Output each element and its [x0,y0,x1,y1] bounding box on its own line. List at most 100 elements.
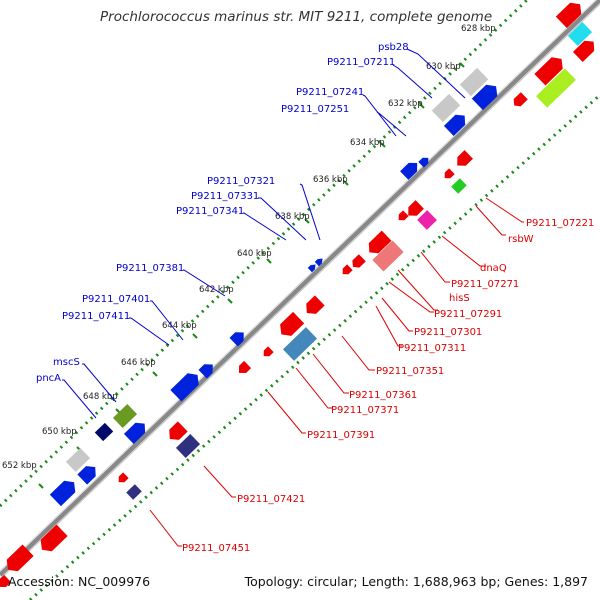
gene-arrow[interactable] [400,159,421,180]
gene-label-P9211_07301: P9211_07301 [414,327,482,338]
tick-label: 646 kbp [121,358,156,368]
gene-label-psb28: psb28 [378,42,409,53]
gene-arrow[interactable] [235,360,252,377]
gene-box[interactable] [94,422,114,442]
gene-label-P9211_07271: P9211_07271 [451,279,519,290]
gene-box[interactable] [451,178,467,194]
tick-label: 630 kbp [426,62,461,72]
gene-label-P9211_07361: P9211_07361 [349,390,417,401]
gene-arrow[interactable] [276,311,305,340]
gene-label-P9211_07381: P9211_07381 [116,263,184,274]
forward-leader-lines [62,48,466,419]
gene-box[interactable] [112,404,138,428]
gene-label-P9211_07311: P9211_07311 [398,343,466,354]
gene-label-P9211_07451: P9211_07451 [182,543,250,554]
gene-arrow[interactable] [471,81,502,111]
gene-arrow[interactable] [307,262,318,273]
genome-backbone-highlight [0,0,597,572]
gene-label-pncA: pncA [36,373,61,384]
gene-arrow[interactable] [453,150,473,170]
tick-label: 636 kbp [313,175,348,185]
tick-label: 640 kbp [237,249,272,259]
gene-arrow[interactable] [302,295,325,318]
reverse-gene-labels: P9211_07221 rsbW dnaQ P9211_07271 hisS P… [182,218,594,554]
gene-arrow[interactable] [555,0,586,29]
gene-arrow[interactable] [77,462,100,485]
gene-label-dnaQ: dnaQ [480,263,507,274]
gene-box[interactable] [282,327,318,361]
gene-label-P9211_07291: P9211_07291 [434,309,502,320]
tick-labels: 628 kbp 630 kbp 632 kbp 634 kbp 636 kbp … [2,24,496,471]
gene-label-P9211_07241: P9211_07241 [296,87,364,98]
gene-label-P9211_07251: P9211_07251 [281,104,349,115]
gene-box[interactable] [567,22,593,46]
outer-dotted-track [0,0,529,508]
tick-label: 632 kbp [388,99,423,109]
tick-label: 638 kbp [275,212,310,222]
gene-arrow[interactable] [261,346,274,359]
tick-label: 650 kbp [42,427,77,437]
gene-arrow[interactable] [116,472,129,485]
gene-arrow[interactable] [443,111,470,136]
gene-label-hisS: hisS [449,293,470,304]
gene-box[interactable] [431,93,461,123]
gene-arrow[interactable] [49,477,80,507]
gene-arrow[interactable] [511,92,528,109]
gene-arrow[interactable] [418,155,431,168]
gene-arrow[interactable] [442,168,455,181]
gene-arrow[interactable] [396,210,409,223]
gene-arrow[interactable] [349,254,366,270]
tick-label: 634 kbp [350,138,385,148]
gene-label-P9211_07331: P9211_07331 [191,191,259,202]
reverse-leader-lines [149,197,524,547]
gene-arrow[interactable] [365,230,392,258]
tick-label: 628 kbp [461,24,496,34]
forward-gene-labels: psb28 P9211_07211 P9211_07241 P9211_0725… [36,42,409,384]
gene-label-P9211_07391: P9211_07391 [307,430,375,441]
gene-arrow[interactable] [123,419,150,444]
gene-arrow[interactable] [340,264,353,277]
gene-label-P9211_07411: P9211_07411 [62,311,130,322]
gene-arrow[interactable] [314,256,325,267]
gene-arrow[interactable] [170,369,203,402]
gene-label-P9211_07221: P9211_07221 [526,218,594,229]
gene-arrow[interactable] [198,360,217,379]
tick-label: 648 kbp [83,392,118,402]
gene-arrow[interactable] [36,524,68,556]
gene-label-rsbW: rsbW [508,234,534,245]
genome-backbone [0,0,600,577]
gene-box[interactable] [126,484,142,500]
gene-box[interactable] [459,67,489,97]
tick-label: 652 kbp [2,461,37,471]
genome-summary: Topology: circular; Length: 1,688,963 bp… [244,574,588,589]
gene-label-P9211_07351: P9211_07351 [376,366,444,377]
gene-label-P9211_07341: P9211_07341 [176,206,244,217]
gene-box[interactable] [372,240,404,272]
gene-box[interactable] [536,68,576,108]
inner-dotted-track [29,93,600,600]
gene-label-P9211_07421: P9211_07421 [237,494,305,505]
accession-label: Accession: NC_009976 [8,574,151,589]
gene-arrow[interactable] [534,53,567,86]
gene-label-P9211_07321: P9211_07321 [207,176,275,187]
gene-label-P9211_07371: P9211_07371 [331,405,399,416]
gene-box[interactable] [65,448,91,472]
gene-label-P9211_07401: P9211_07401 [82,294,150,305]
gene-arrow[interactable] [0,574,12,591]
gene-arrow[interactable] [572,37,599,62]
gene-label-P9211_07211: P9211_07211 [327,57,395,68]
reverse-genes [0,22,593,591]
forward-genes [49,0,599,507]
genome-title: Prochlorococcus marinus str. MIT 9211, c… [100,9,493,25]
tick-label: 644 kbp [162,321,197,331]
tick-marks [38,62,465,489]
gene-arrow[interactable] [229,328,248,347]
genome-backbone-shadow [0,3,600,580]
gene-arrow[interactable] [165,421,188,444]
gene-arrow[interactable] [404,200,424,220]
gene-box[interactable] [175,434,201,458]
gene-box[interactable] [417,210,437,230]
gene-arrow[interactable] [2,544,34,576]
